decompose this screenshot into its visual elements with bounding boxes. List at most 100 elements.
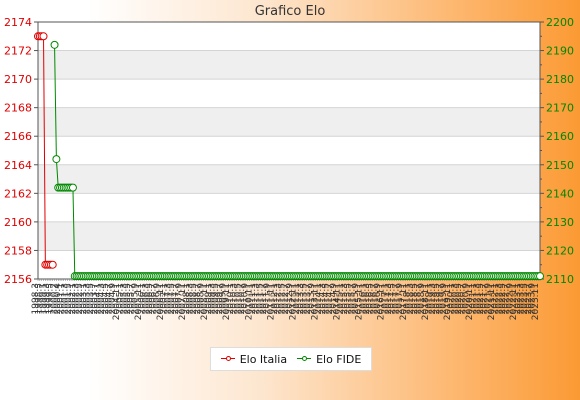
tick-label-x: 2006.9 [152,283,162,315]
tick-label-x: 2020.9 [461,283,471,315]
tick-label-x: 2007.7 [171,283,181,315]
tick-label-x: 2009.5 [211,283,221,315]
legend-swatch-fide [297,355,312,363]
tick-label-x: 2018.9 [417,283,427,315]
tick-label-x: 2016.3 [362,283,372,315]
tick-label-x: 2012.1 [270,283,280,315]
tick-label-x: 2000.2 [49,283,59,315]
tick-label-x: 2007.11 [178,283,188,320]
data-point [39,32,48,41]
data-point [536,272,544,281]
tick-label-x: 2019.11 [443,283,453,320]
tick-label-right: 2120 [546,244,574,257]
grid-band [38,50,540,80]
tick-label-x: 2005.1 [116,283,126,315]
tick-label-x: 2021.3 [472,283,482,315]
tick-label-x: 2010.9 [241,283,251,315]
legend-label-italia: Elo Italia [239,352,288,366]
tick-label-right: 2130 [546,216,574,229]
tick-label-x: 2018.5 [410,283,420,315]
tick-label-x: 1998.5 [35,283,45,315]
tick-label-x: 2019.9 [439,283,449,315]
tick-label-x: 2020.7 [458,283,468,315]
tick-label-x: 2004.7 [105,283,115,315]
tick-label-left: 2172 [4,45,32,58]
tick-label-left: 2156 [4,273,32,286]
data-point [48,260,57,269]
legend-item-italia: Elo Italia [220,352,288,366]
tick-label-x: 2010.7 [237,283,247,315]
tick-label-x: 2002.5 [75,283,85,315]
tick-label-x: 2023.5 [520,283,530,315]
tick-label-x: 2008.11 [200,283,210,320]
tick-label-x: 2023.7 [524,283,534,315]
tick-label-x: 1999.5 [46,283,56,315]
tick-label-x: 2015.9 [351,283,361,315]
tick-label-x: 2008.3 [185,283,195,315]
tick-label-right: 2110 [546,273,574,286]
tick-label-x: 2023.9 [527,283,537,315]
tick-label-x: 2021.1 [469,283,479,315]
tick-label-x: 2021.9 [483,283,493,315]
tick-label-x: 2010.11 [244,283,254,320]
tick-label-x: 2019.7 [436,283,446,315]
tick-label-x: 2014.11 [333,283,343,320]
tick-label-right: 2180 [546,73,574,86]
tick-label-x: 2010.1 [226,283,236,315]
tick-label-x: 2008.7 [193,283,203,315]
tick-label-left: 2174 [4,16,32,29]
tick-label-right: 2150 [546,159,574,172]
tick-label-x: 2013.1 [292,283,302,315]
tick-label-x: 2014.7 [325,283,335,315]
tick-label-x: 2013.5 [299,283,309,315]
tick-label-left: 2158 [4,244,32,257]
tick-label-x: 2006.7 [149,283,159,315]
tick-label-x: 2013.11 [311,283,321,320]
tick-label-x: 1999.1 [38,283,48,315]
tick-label-x: 2016.9 [373,283,383,315]
tick-label-x: 2012.11 [288,283,298,320]
tick-label-x: 1998.3 [31,283,41,315]
tick-label-x: 2008.1 [182,283,192,315]
tick-label-x: 2013.3 [296,283,306,315]
tick-label-x: 2006.1 [138,283,148,315]
legend-swatch-italia [220,355,235,363]
tick-label-x: 2005.9 [130,283,140,315]
tick-label-x: 2017.5 [388,283,398,315]
tick-label-left: 2164 [4,159,32,172]
tick-label-x: 2007.5 [167,283,177,315]
tick-label-x: 2015.11 [355,283,365,320]
legend: Elo Italia Elo FIDE [210,347,372,371]
tick-label-x: 2023.11 [531,283,541,320]
tick-label-x: 2022.5 [498,283,508,315]
tick-label-x: 2023.1 [513,283,523,315]
tick-label-x: 1999.3 [42,283,52,315]
tick-label-x: 2016.7 [369,283,379,315]
tick-label-x: 2014.1 [314,283,324,315]
tick-label-x: 2017.1 [380,283,390,315]
tick-label-x: 2002.1 [68,283,78,315]
tick-label-x: 2022.3 [494,283,504,315]
tick-label-left: 2168 [4,102,32,115]
tick-label-x: 2003.3 [82,283,92,315]
tick-label-left: 2170 [4,73,32,86]
tick-label-x: 2023.3 [516,283,526,315]
tick-label-x: 2003.5 [86,283,96,315]
tick-label-x: 2011.5 [255,283,265,315]
tick-label-x: 2009.1 [204,283,214,315]
tick-label-right: 2160 [546,130,574,143]
legend-label-fide: Elo FIDE [316,352,362,366]
tick-label-x: 2021.5 [476,283,486,315]
tick-label-x: 2018.1 [402,283,412,315]
tick-label-x: 2013.9 [307,283,317,315]
tick-label-x: 2011.3 [252,283,262,315]
tick-label-x: 2009.3 [208,283,218,315]
tick-label-x: 2016.11 [377,283,387,320]
tick-label-x: 2005.7 [127,283,137,315]
tick-label-right: 2170 [546,102,574,115]
tick-label-x: 2005.11 [134,283,144,320]
tick-label-right: 2200 [546,16,574,29]
tick-label-x: 2021.11 [487,283,497,320]
tick-label-left: 2160 [4,216,32,229]
tick-label-x: 2008.9 [196,283,206,315]
